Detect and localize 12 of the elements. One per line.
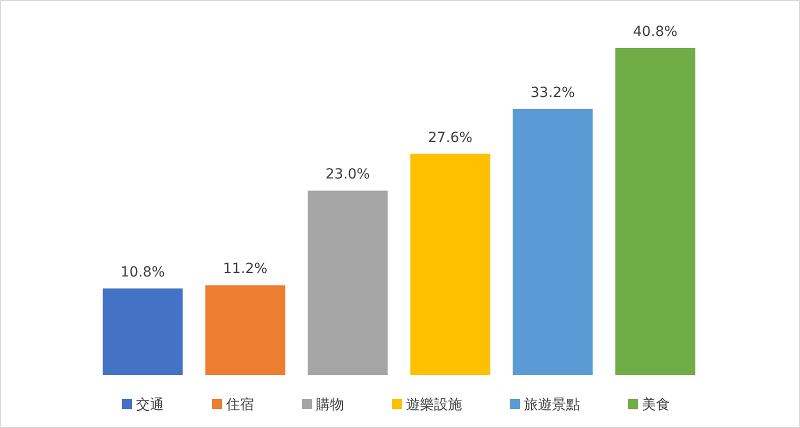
data-label: 23.0% <box>326 166 370 183</box>
legend-label: 遊樂設施 <box>406 397 462 413</box>
legend-label: 交通 <box>136 397 164 413</box>
data-label: 11.2% <box>223 261 268 278</box>
legend-label: 住宿 <box>225 397 254 413</box>
data-label: 27.6% <box>428 130 472 146</box>
legend-label: 美食 <box>642 397 670 413</box>
data-label: 33.2% <box>530 84 575 101</box>
legend-label: 購物 <box>316 397 344 413</box>
data-label: 10.8% <box>120 264 165 280</box>
legend-label: 旅遊景點 <box>524 397 580 413</box>
data-label: 40.8% <box>633 24 678 40</box>
